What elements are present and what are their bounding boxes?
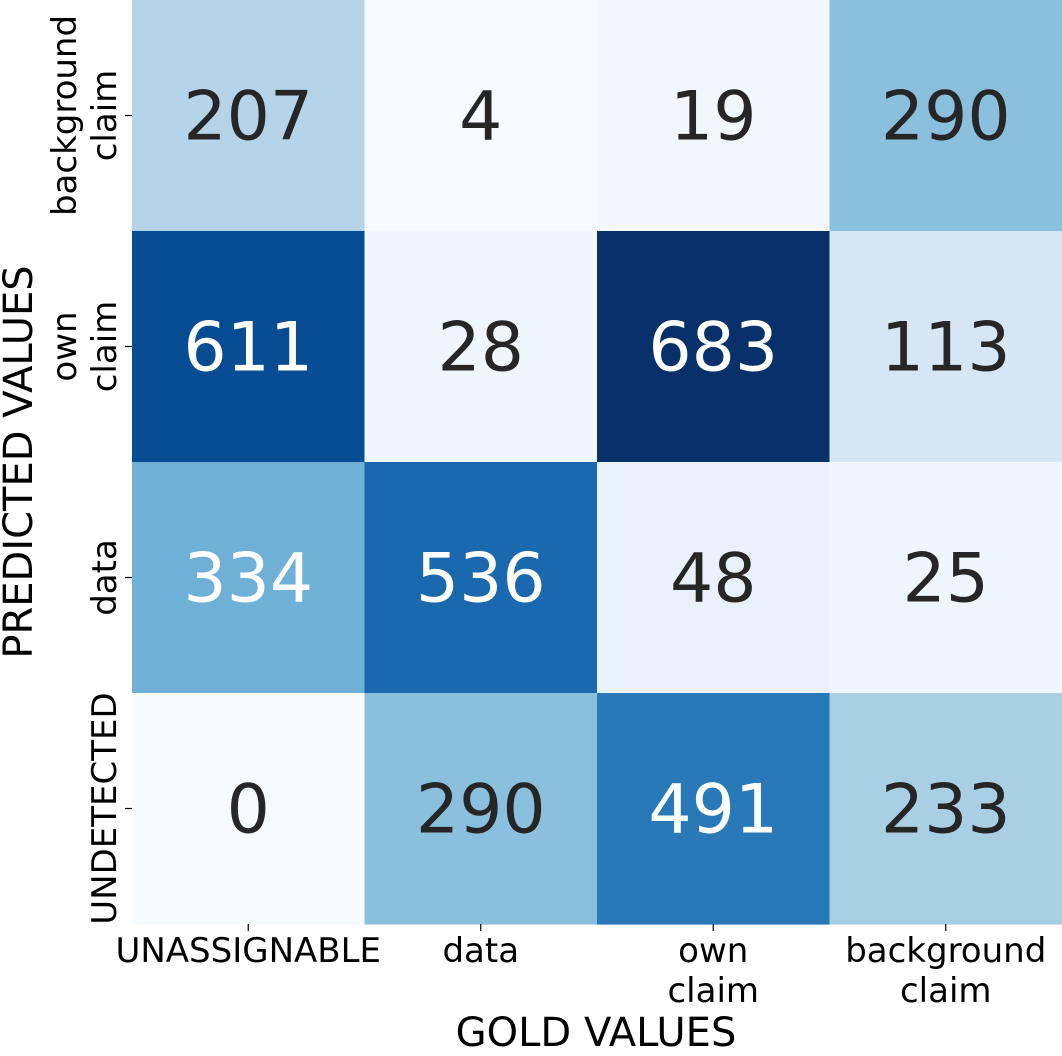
- y-axis-label: PREDICTED VALUES: [0, 265, 42, 658]
- heatmap-cell-r1-c2: [597, 231, 831, 463]
- y-tick-label-2: data: [85, 539, 125, 616]
- cell-value-r3-c0: 0: [227, 771, 270, 850]
- cell-value-r3-c1: 290: [416, 771, 546, 850]
- cell-value-r1-c2: 683: [648, 309, 778, 388]
- x-tick-label-0: UNASSIGNABLE: [115, 931, 381, 971]
- y-tick-label-3: UNDETECTED: [85, 692, 125, 924]
- heatmap-cell-r0-c3: [829, 0, 1062, 232]
- x-tick-label-1: data: [442, 931, 519, 971]
- heatmap-cell-r3-c3: [829, 693, 1062, 925]
- cell-value-r2-c0: 334: [183, 540, 313, 619]
- x-tick-label-3: background claim: [845, 931, 1046, 1011]
- heatmap-cell-r0-c0: [132, 0, 366, 232]
- axis-ticks: [125, 114, 947, 931]
- heatmap-cell-r3-c1: [364, 693, 598, 925]
- cell-value-r1-c0: 611: [183, 309, 313, 388]
- heatmap-cell-r0-c1: [364, 0, 598, 232]
- cell-value-r0-c0: 207: [183, 78, 313, 157]
- cell-value-r2-c1: 536: [416, 540, 546, 619]
- heatmap-cell-r2-c0: [132, 462, 366, 694]
- x-tick-labels: UNASSIGNABLE data own claim background claim: [115, 931, 1046, 1011]
- heatmap-cell-r3-c2: [597, 693, 831, 925]
- x-axis-label: GOLD VALUES: [456, 1010, 737, 1056]
- cell-value-r0-c1: 4: [459, 78, 502, 157]
- x-tick-label-2: own claim: [667, 931, 759, 1011]
- cell-value-r3-c2: 491: [648, 771, 778, 850]
- heatmap-cell-r0-c2: [597, 0, 831, 232]
- cell-value-r2-c2: 48: [670, 540, 757, 619]
- heatmap-cell-r2-c2: [597, 462, 831, 694]
- heatmap-cells: 207 4 19 290 611 28 683 113 334 536 48 25 0 290 491 233: [132, 0, 1062, 925]
- cell-value-r0-c2: 19: [670, 78, 757, 157]
- cell-value-r0-c3: 290: [881, 78, 1011, 157]
- y-tick-label-0: backgroundclaim: [45, 15, 125, 216]
- heatmap-cell-r3-c0: [132, 693, 366, 925]
- y-tick-labels: backgroundclaim ownclaim data UNDETECTED: [45, 15, 125, 925]
- y-tick-label-1: ownclaim: [45, 301, 125, 393]
- heatmap-cell-r1-c0: [132, 231, 366, 463]
- heatmap-cell-r2-c1: [364, 462, 598, 694]
- cell-value-r3-c3: 233: [881, 771, 1011, 850]
- cell-value-r2-c3: 25: [902, 540, 989, 619]
- cell-value-r1-c1: 28: [437, 309, 524, 388]
- cell-value-r1-c3: 113: [881, 309, 1011, 388]
- heatmap-cell-r2-c3: [829, 462, 1062, 694]
- heatmap-cell-r1-c3: [829, 231, 1062, 463]
- heatmap-cell-r1-c1: [364, 231, 598, 463]
